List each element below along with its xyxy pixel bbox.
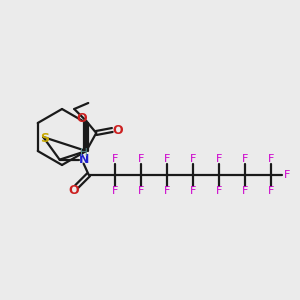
Text: O: O [112, 124, 123, 136]
Text: F: F [242, 154, 248, 164]
Text: S: S [40, 131, 49, 145]
Text: F: F [215, 154, 222, 164]
Text: F: F [267, 186, 274, 196]
Text: F: F [164, 186, 170, 196]
Text: F: F [284, 170, 290, 180]
Text: H: H [80, 148, 88, 158]
Text: F: F [137, 154, 144, 164]
Text: F: F [137, 186, 144, 196]
Text: F: F [111, 154, 118, 164]
Text: F: F [242, 186, 248, 196]
Text: F: F [164, 154, 170, 164]
Text: O: O [68, 184, 79, 197]
Text: O: O [76, 112, 87, 124]
Text: F: F [215, 186, 222, 196]
Text: F: F [189, 154, 196, 164]
Text: F: F [267, 154, 274, 164]
Text: F: F [189, 186, 196, 196]
Text: N: N [78, 153, 89, 166]
Text: F: F [111, 186, 118, 196]
